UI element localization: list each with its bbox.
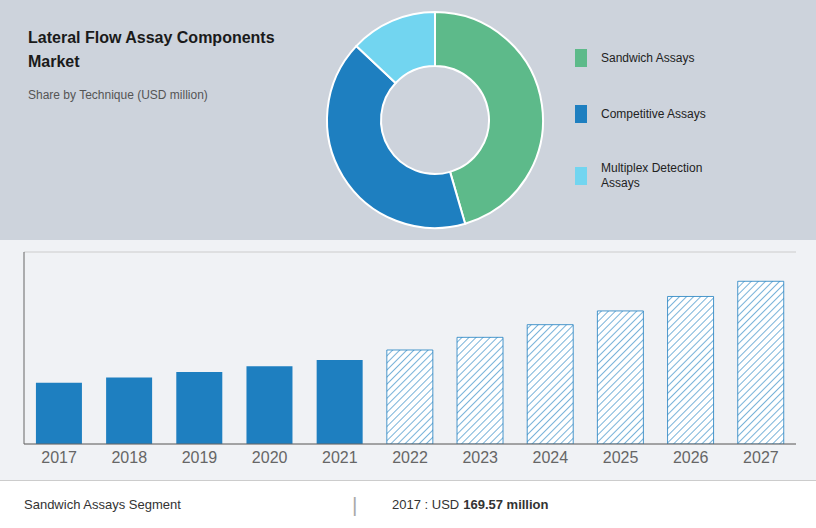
html-text:Market: Market [28,53,80,70]
svg-text:2026: 2026 [673,449,709,466]
html-text:Assays: Assays [601,176,640,190]
svg-text:2023: 2023 [462,449,498,466]
svg-text:2027: 2027 [743,449,779,466]
svg-text:2021: 2021 [322,449,358,466]
svg-text:2025: 2025 [603,449,639,466]
svg-text:2024: 2024 [533,449,569,466]
html-text:Multiplex Detection: Multiplex Detection [601,161,703,175]
html-text:Competitive Assays: Competitive Assays [601,106,706,121]
html-text:Share by Technique (USD millio: Share by Technique (USD million) [28,88,208,102]
svg-text:2020: 2020 [252,449,288,466]
svg-text:2018: 2018 [111,449,147,466]
svg-text:2022: 2022 [392,449,428,466]
html-text:2017 : USD 169.57 million: 2017 : USD 169.57 million [392,497,549,512]
svg-text:2019: 2019 [182,449,218,466]
html-text:Lateral Flow Assay Components: Lateral Flow Assay Components [28,29,275,46]
html-text:Sandwich Assays Segment: Sandwich Assays Segment [24,497,181,512]
html-text:Sandwich Assays: Sandwich Assays [601,50,695,65]
svg-text:2017: 2017 [41,449,77,466]
